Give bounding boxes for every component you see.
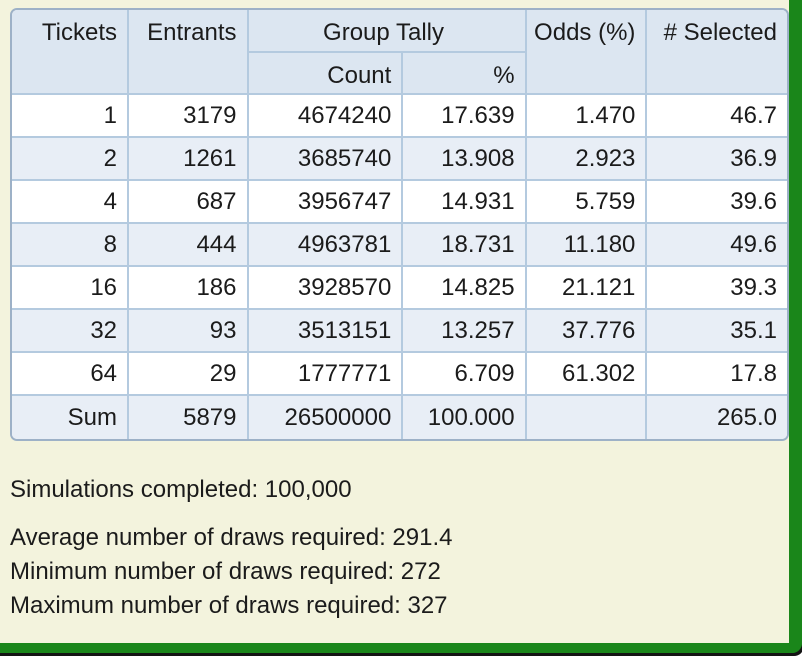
header-cell-group-tally: Group Tally — [248, 10, 527, 53]
cell-count: 3685740 — [248, 138, 404, 181]
cell-percent: 100.000 — [403, 396, 527, 439]
cell-percent: 14.931 — [403, 181, 527, 224]
cell-entrants: 444 — [129, 224, 249, 267]
cell-odds: 2.923 — [526, 138, 648, 181]
cell-selected: 265.0 — [647, 396, 787, 439]
cell-tickets: 16 — [12, 267, 130, 310]
average-draws-text: Average number of draws required: 291.4 — [10, 524, 453, 551]
cell-tickets: 32 — [12, 310, 130, 353]
cell-odds: 21.121 — [526, 267, 648, 310]
cell-count: 3928570 — [248, 267, 404, 310]
cell-odds — [526, 396, 648, 439]
cell-count: 3513151 — [248, 310, 404, 353]
cell-tickets: 64 — [12, 353, 130, 396]
cell-percent: 13.908 — [403, 138, 527, 181]
table-body: 1 3179 4674240 17.639 1.470 46.7 2 1261 … — [12, 95, 787, 439]
header-cell-count: Count — [248, 52, 404, 95]
cell-selected: 49.6 — [647, 224, 787, 267]
cell-count: 4674240 — [248, 95, 404, 138]
cell-entrants: 29 — [129, 353, 249, 396]
cell-percent: 13.257 — [403, 310, 527, 353]
table-row: 32 93 3513151 13.257 37.776 35.1 — [12, 310, 787, 353]
cell-selected: 17.8 — [647, 353, 787, 396]
header-cell-selected: # Selected — [647, 10, 787, 95]
cell-selected: 36.9 — [647, 138, 787, 181]
cell-tickets: 8 — [12, 224, 130, 267]
cell-tickets: 2 — [12, 138, 130, 181]
results-table: Tickets Entrants Group Tally Odds (%) # … — [10, 8, 789, 441]
cell-odds: 61.302 — [526, 353, 648, 396]
table-row: 4 687 3956747 14.931 5.759 39.6 — [12, 181, 787, 224]
cell-entrants: 5879 — [129, 396, 249, 439]
cell-selected: 46.7 — [647, 95, 787, 138]
header-row-2: Count % — [12, 52, 787, 95]
cell-tickets: 1 — [12, 95, 130, 138]
table-row: 8 444 4963781 18.731 11.180 49.6 — [12, 224, 787, 267]
header-cell-percent: % — [403, 52, 527, 95]
table-row: 64 29 1777771 6.709 61.302 17.8 — [12, 353, 787, 396]
cell-entrants: 1261 — [129, 138, 249, 181]
cell-entrants: 186 — [129, 267, 249, 310]
status-block: Simulations completed: 100,000 Average n… — [10, 473, 789, 623]
header-row-1: Tickets Entrants Group Tally Odds (%) # … — [12, 10, 787, 95]
header-cell-tickets: Tickets — [12, 10, 130, 95]
table-row: 1 3179 4674240 17.639 1.470 46.7 — [12, 95, 787, 138]
cell-entrants: 3179 — [129, 95, 249, 138]
table-row: 16 186 3928570 14.825 21.121 39.3 — [12, 267, 787, 310]
cell-odds: 1.470 — [526, 95, 648, 138]
table-header: Tickets Entrants Group Tally Odds (%) # … — [12, 10, 787, 95]
cell-selected: 39.6 — [647, 181, 787, 224]
cell-count: 1777771 — [248, 353, 404, 396]
header-cell-odds: Odds (%) — [526, 10, 648, 95]
cell-selected: 39.3 — [647, 267, 787, 310]
simulations-completed-text: Simulations completed: 100,000 — [10, 476, 352, 503]
cell-count: 3956747 — [248, 181, 404, 224]
cell-percent: 14.825 — [403, 267, 527, 310]
cell-odds: 11.180 — [526, 224, 648, 267]
cell-percent: 17.639 — [403, 95, 527, 138]
cell-tickets: Sum — [12, 396, 130, 439]
cell-percent: 18.731 — [403, 224, 527, 267]
cell-selected: 35.1 — [647, 310, 787, 353]
cell-count: 4963781 — [248, 224, 404, 267]
cell-percent: 6.709 — [403, 353, 527, 396]
cell-odds: 37.776 — [526, 310, 648, 353]
cell-tickets: 4 — [12, 181, 130, 224]
table-row-sum: Sum 5879 26500000 100.000 265.0 — [12, 396, 787, 439]
cell-entrants: 687 — [129, 181, 249, 224]
table-row: 2 1261 3685740 13.908 2.923 36.9 — [12, 138, 787, 181]
minimum-draws-text: Minimum number of draws required: 272 — [10, 558, 441, 585]
cell-odds: 5.759 — [526, 181, 648, 224]
header-cell-entrants: Entrants — [129, 10, 249, 95]
cell-entrants: 93 — [129, 310, 249, 353]
cell-count: 26500000 — [248, 396, 404, 439]
maximum-draws-text: Maximum number of draws required: 327 — [10, 592, 448, 619]
